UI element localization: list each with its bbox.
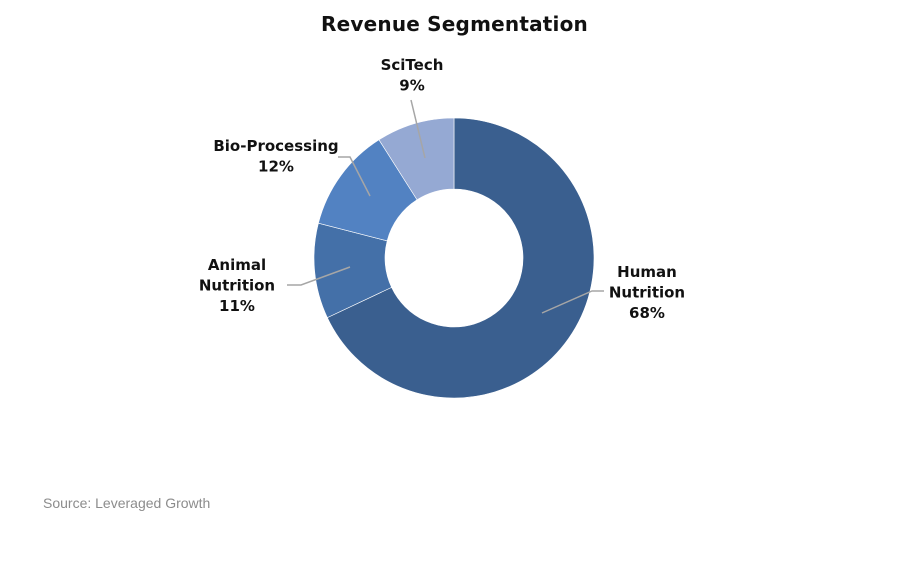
slice-name-label: Nutrition xyxy=(199,277,275,295)
slice-name-label: Animal xyxy=(208,256,266,274)
slice-name-label: Human xyxy=(617,263,677,281)
slice-scitech xyxy=(378,117,455,201)
slice-label-human-nutrition: Human Nutrition 68% xyxy=(609,263,685,322)
slice-value-label: 68% xyxy=(629,304,665,322)
slice-name-label: SciTech xyxy=(381,56,444,74)
slice-label-bio-processing: Bio-Processing 12% xyxy=(213,137,338,176)
slice-label-scitech: SciTech 9% xyxy=(381,56,444,95)
leader-line-scitech xyxy=(410,99,426,159)
slice-value-label: 12% xyxy=(258,158,294,176)
slice-label-animal-nutrition: Animal Nutrition 11% xyxy=(199,256,275,315)
slice-value-label: 9% xyxy=(399,77,424,95)
leader-line-animal-nutrition xyxy=(287,266,351,286)
slice-value-label: 11% xyxy=(219,297,255,315)
source-note: Source: Leveraged Growth xyxy=(43,495,211,511)
chart-title: Revenue Segmentation xyxy=(321,12,588,36)
slice-name-label: Nutrition xyxy=(609,284,685,302)
leader-line-human-nutrition xyxy=(541,290,604,314)
slice-human-nutrition xyxy=(326,117,595,399)
slice-name-label: Bio-Processing xyxy=(213,137,338,155)
leader-line-bio-processing xyxy=(338,156,371,197)
